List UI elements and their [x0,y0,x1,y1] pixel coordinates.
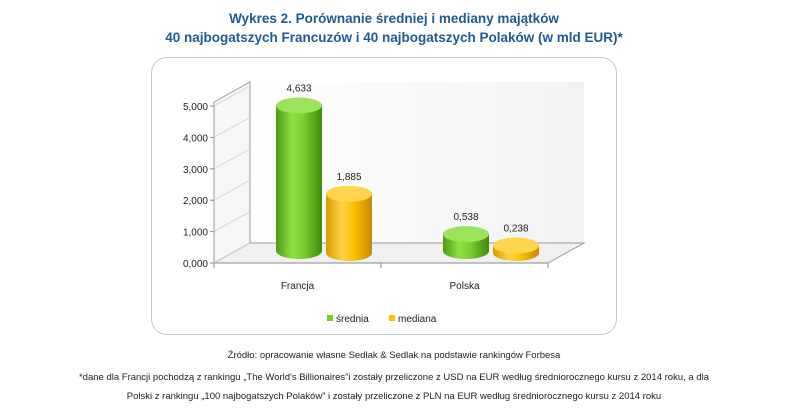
legend-label-średnia: średnia [336,314,369,325]
y-tick-label: 3,000 [183,165,208,176]
chart-title-line1: Wykres 2. Porównanie średniej i mediany … [229,11,559,26]
y-tick-label: 5,000 [183,102,208,113]
data-label: 4,633 [286,84,311,95]
y-tick-label: 4,000 [183,133,208,144]
bar-mediana-Francja [326,185,372,261]
footnote-line2: Polski z rankingu „100 najbogatszych Pol… [126,391,662,402]
y-tick-label: 2,000 [183,196,208,207]
data-label: 0,538 [453,212,478,223]
bar-top [276,97,322,114]
source-note: Źródło: opracowanie własne Sedlak & Sedl… [227,350,561,361]
chart-title-line2: 40 najbogatszych Francuzów i 40 najbogat… [165,30,623,45]
bar-średnia-Polska [443,226,489,259]
footnote-line1: *dane dla Francji pochodzą z rankingu „T… [78,372,709,383]
bar-mediana-Polska [493,237,539,261]
y-gridline-diagonal [213,85,251,107]
y-gridline-diagonal [213,148,251,170]
y-gridline-diagonal [213,179,251,201]
legend-label-mediana: mediana [398,314,437,325]
bar-top [443,226,489,243]
legend-swatch-mediana [389,315,395,321]
category-label: Polska [449,281,479,292]
data-label: 0,238 [503,224,528,235]
bar-body [326,193,372,261]
bar-top [326,185,372,202]
bar-top [493,237,539,254]
y-tick-label: 0,000 [183,259,208,270]
legend-swatch-średnia [327,315,333,321]
y-tick-label: 1,000 [183,228,208,239]
data-label: 1,885 [336,172,361,183]
y-gridline-diagonal [213,242,251,264]
bar-średnia-Francja [276,97,322,259]
bar-body [276,105,322,259]
category-label: Francja [281,281,315,292]
y-gridline-diagonal [213,117,251,138]
y-gridline-diagonal [213,211,251,232]
side-wall [213,81,251,264]
